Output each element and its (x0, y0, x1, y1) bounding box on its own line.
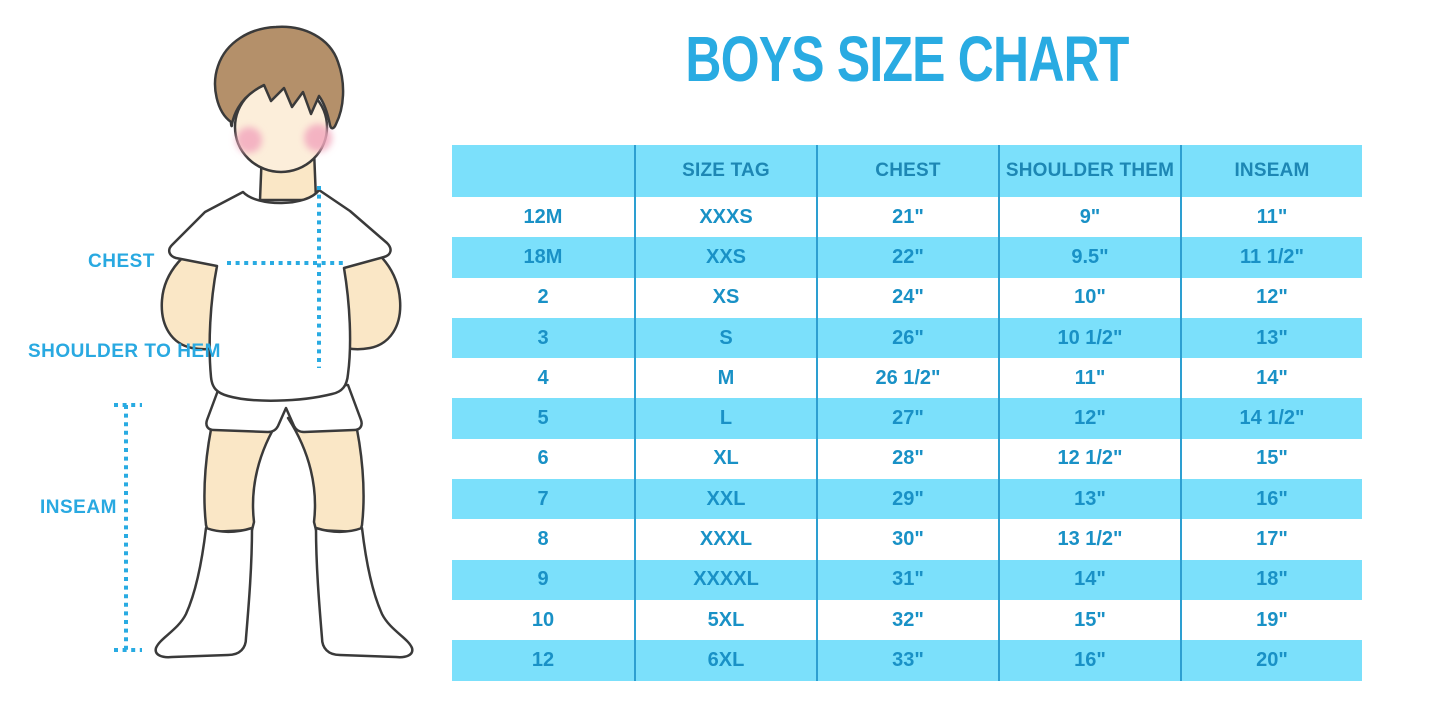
table-cell: 13 1/2" (998, 519, 1180, 560)
table-cell: 16" (1180, 479, 1362, 520)
table-row: 12 6XL 33" 16" 20" (452, 640, 1362, 681)
table-cell: 12 1/2" (998, 438, 1180, 480)
table-cell: 30" (816, 519, 998, 560)
table-row: 12M XXXS 21" 9" 11" (452, 197, 1362, 238)
header-cell: INSEAM (1180, 145, 1362, 197)
table-cell: 31" (816, 559, 998, 600)
blush-right (304, 124, 332, 152)
table-cell: 33" (816, 640, 998, 681)
table-cell: 11" (1180, 197, 1362, 238)
table-body: 12M XXXS 21" 9" 11" 18M XXS 22" 9.5" 11 1/2" 2 XS 24… (452, 197, 1362, 681)
table-cell: 7 (537, 487, 549, 510)
table-cell: 17" (1180, 519, 1362, 560)
table-cell: 10 (531, 608, 555, 631)
header-cell: SHOULDER THEM (998, 145, 1180, 197)
boy-tshirt (167, 188, 392, 402)
table-row: 10 5XL 32" 15" 19" (452, 599, 1362, 641)
table-cell: 14 1/2" (1180, 398, 1362, 439)
table-cell: 4 (537, 366, 549, 389)
table-cell: 13" (998, 479, 1180, 520)
boy-left-sock (154, 526, 254, 659)
page-title: BOYS SIZE CHART (685, 23, 1129, 95)
table-cell: XXXL (634, 519, 816, 560)
table-cell: 11" (998, 358, 1180, 399)
table-cell: 18M (523, 245, 563, 268)
boy-hair (213, 25, 345, 130)
table-row: 18M XXS 22" 9.5" 11 1/2" (452, 237, 1362, 278)
table-cell: 12 (531, 648, 555, 671)
table-cell: M (634, 358, 816, 399)
table-cell: 28" (816, 438, 998, 480)
header-cell: CHEST (816, 145, 998, 197)
table-cell: L (634, 398, 816, 439)
table-cell: S (634, 317, 816, 359)
table-cell: 9" (998, 197, 1180, 238)
boy-right-leg (286, 413, 365, 534)
table-row: 5 L 27" 12" 14 1/2" (452, 398, 1362, 439)
table-cell: 24" (816, 277, 998, 318)
table-cell: 9.5" (998, 237, 1180, 278)
table-cell: 21" (816, 197, 998, 238)
table-cell: 10" (998, 277, 1180, 318)
table-cell: XXXXL (634, 559, 816, 600)
table-cell: 6 (537, 447, 549, 470)
table-cell: 32" (816, 599, 998, 641)
table-row: 6 XL 28" 12 1/2" 15" (452, 438, 1362, 480)
table-cell: 15" (1180, 438, 1362, 480)
table-cell: 26 1/2" (816, 358, 998, 399)
table-cell: XXS (634, 237, 816, 278)
table-cell: 9 (537, 568, 549, 591)
table-cell: 26" (816, 317, 998, 359)
table-cell: 14" (998, 559, 1180, 600)
table-row: 4 M 26 1/2" 11" 14" (452, 358, 1362, 399)
table-cell: XS (634, 277, 816, 318)
table-header-row: SIZE TAG CHEST SHOULDER THEM INSEAM (452, 145, 1362, 197)
table-cell: XXL (634, 479, 816, 520)
table-row: 9 XXXXL 31" 14" 18" (452, 559, 1362, 600)
table-cell: 13" (1180, 317, 1362, 359)
table-cell: 8 (537, 528, 549, 551)
table-cell: 19" (1180, 599, 1362, 641)
header-cell: SIZE TAG (634, 145, 816, 197)
table-cell: 12" (1180, 277, 1362, 318)
table-row: 8 XXXL 30" 13 1/2" 17" (452, 519, 1362, 560)
table-cell: 12" (998, 398, 1180, 439)
table-cell: 15" (998, 599, 1180, 641)
table-cell: 10 1/2" (998, 317, 1180, 359)
table-row: 3 S 26" 10 1/2" 13" (452, 317, 1362, 359)
table-cell: XXXS (634, 197, 816, 238)
table-row: 2 XS 24" 10" 12" (452, 277, 1362, 318)
table-cell: 16" (998, 640, 1180, 681)
boy-illustration (114, 25, 414, 659)
table-cell: 27" (816, 398, 998, 439)
blush-left (236, 127, 262, 153)
table-cell: 20" (1180, 640, 1362, 681)
table-cell: 29" (816, 479, 998, 520)
table-cell: 18" (1180, 559, 1362, 600)
inseam-label: INSEAM (40, 497, 117, 518)
table-cell: 3 (537, 326, 549, 349)
table-cell: 12M (523, 205, 563, 228)
chest-label: CHEST (88, 251, 155, 272)
table-row: 7 XXL 29" 13" 16" (452, 479, 1362, 520)
table-cell: 22" (816, 237, 998, 278)
header-cell (452, 145, 634, 197)
shoulder-to-hem-label: SHOULDER TO HEM (28, 341, 221, 362)
table-cell: 6XL (634, 640, 816, 681)
table-cell: 14" (1180, 358, 1362, 399)
boy-right-sock (314, 526, 414, 659)
table-cell: 11 1/2" (1180, 237, 1362, 278)
table-cell: 2 (537, 286, 549, 309)
table-cell: 5 (537, 407, 549, 430)
table-cell: XL (634, 438, 816, 480)
table-cell: 5XL (634, 599, 816, 641)
size-table: SIZE TAG CHEST SHOULDER THEM INSEAM 12M XXXS… (452, 145, 1362, 681)
